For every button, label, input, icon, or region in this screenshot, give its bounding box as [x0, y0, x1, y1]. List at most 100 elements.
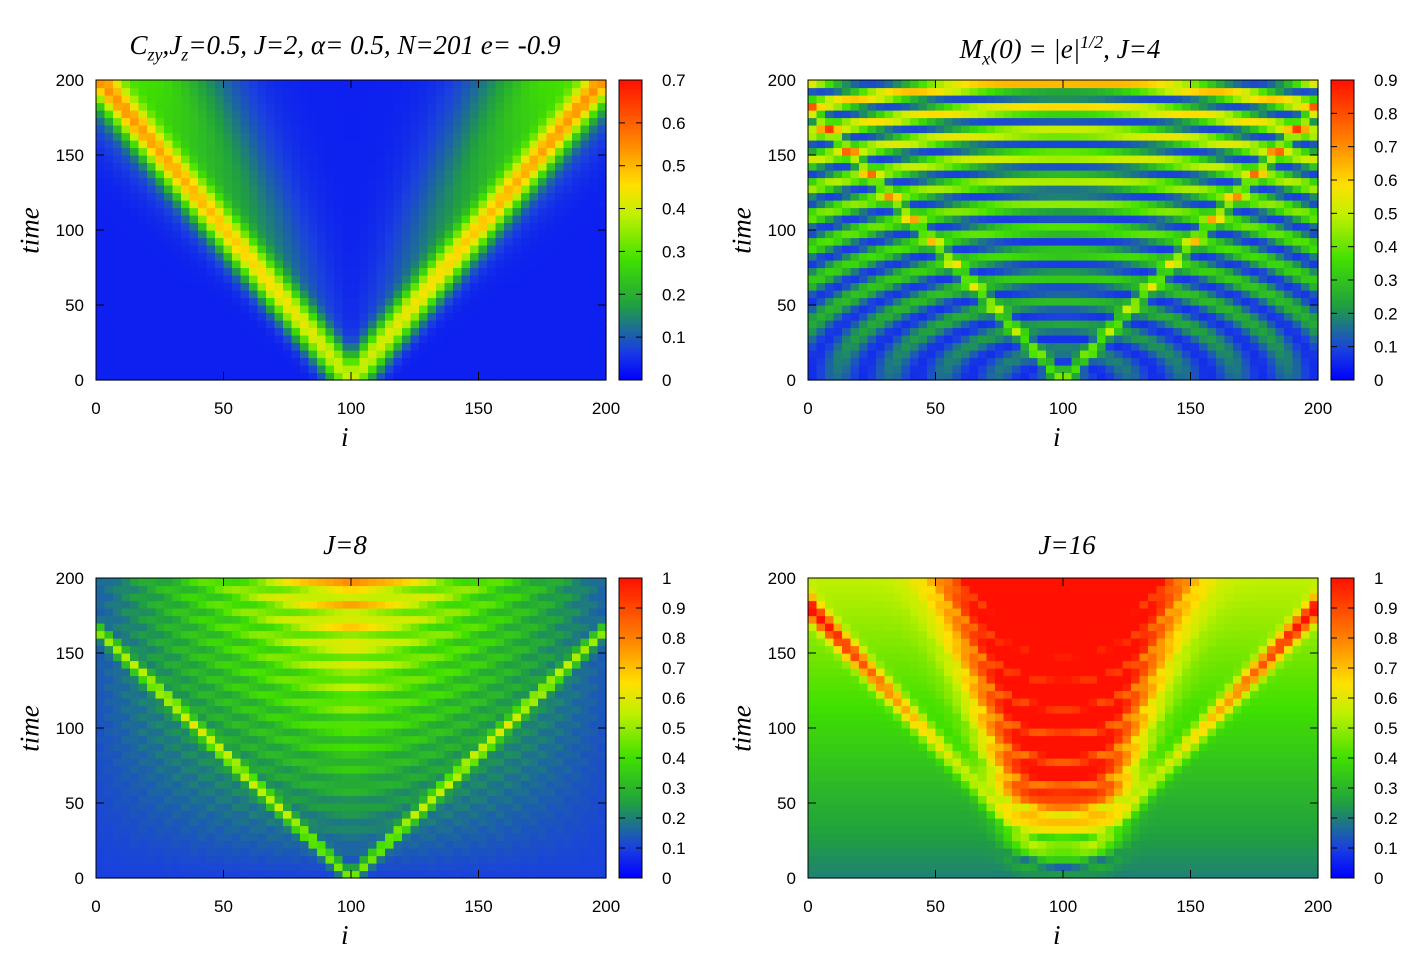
heatmap-cell	[816, 312, 826, 321]
heatmap-cell	[893, 252, 903, 261]
heatmap-cell	[859, 290, 869, 299]
heatmap-cell	[436, 125, 446, 134]
heatmap-cell	[470, 252, 480, 261]
heatmap-cell	[189, 140, 199, 149]
heatmap-cell	[1156, 327, 1166, 336]
heatmap-cell	[96, 773, 106, 782]
heatmap-cell	[918, 357, 928, 366]
heatmap-cell	[1182, 200, 1192, 209]
heatmap-cell	[1020, 110, 1030, 119]
heatmap-cell	[189, 215, 199, 224]
heatmap-cell	[495, 327, 505, 336]
heatmap-cell	[952, 222, 962, 231]
heatmap-cell	[478, 110, 488, 119]
heatmap-cell	[1309, 162, 1319, 171]
heatmap-cell	[351, 237, 361, 246]
heatmap-cell	[1148, 177, 1158, 186]
heatmap-cell	[495, 372, 505, 381]
heatmap-cell	[96, 623, 106, 632]
heatmap-cell	[1216, 155, 1226, 164]
heatmap-cell	[359, 335, 369, 344]
heatmap-cell	[825, 237, 835, 246]
heatmap-cell	[96, 855, 106, 864]
heatmap-cell	[580, 230, 590, 239]
heatmap-cell	[104, 155, 114, 164]
heatmap-cell	[1131, 327, 1141, 336]
heatmap-cell	[436, 342, 446, 351]
heatmap-cell	[1258, 125, 1268, 134]
heatmap-cell	[1224, 350, 1234, 359]
heatmap-cell	[1190, 282, 1200, 291]
heatmap-cell	[215, 102, 225, 111]
heatmap-cell	[512, 125, 522, 134]
heatmap-cell	[402, 282, 412, 291]
heatmap-cell	[1309, 132, 1319, 141]
heatmap-cell	[215, 350, 225, 359]
heatmap-cell	[589, 185, 599, 194]
heatmap-cell	[1003, 200, 1013, 209]
heatmap-cell	[1309, 215, 1319, 224]
heatmap-cell	[910, 207, 920, 216]
heatmap-cell	[910, 305, 920, 314]
heatmap-cell	[572, 117, 582, 126]
heatmap-cell	[453, 170, 463, 179]
heatmap-cell	[495, 222, 505, 231]
heatmap-cell	[283, 170, 293, 179]
heatmap-cell	[918, 170, 928, 179]
heatmap-cell	[240, 350, 250, 359]
heatmap-cell	[1258, 372, 1268, 381]
heatmap-cell	[342, 117, 352, 126]
heatmap-cell	[597, 117, 607, 126]
heatmap-cell	[427, 117, 437, 126]
heatmap-cell	[850, 342, 860, 351]
heatmap-cell	[589, 267, 599, 276]
heatmap-cell	[308, 350, 318, 359]
heatmap-cell	[893, 147, 903, 156]
heatmap-cell	[918, 80, 928, 89]
heatmap-cell	[1020, 192, 1030, 201]
heatmap-cell	[376, 125, 386, 134]
heatmap-cell	[121, 252, 131, 261]
heatmap-cell	[427, 275, 437, 284]
heatmap-cell	[223, 282, 233, 291]
heatmap-cell	[816, 260, 826, 269]
heatmap-cell	[504, 320, 514, 329]
heatmap-cell	[155, 162, 165, 171]
heatmap-cell	[1063, 125, 1073, 134]
heatmap-cell	[453, 327, 463, 336]
heatmap-cell	[470, 357, 480, 366]
heatmap-cell	[402, 222, 412, 231]
heatmap-cell	[825, 365, 835, 374]
heatmap-cell	[1054, 252, 1064, 261]
heatmap-cell	[300, 252, 310, 261]
heatmap-cell	[529, 290, 539, 299]
heatmap-cell	[274, 162, 284, 171]
heatmap-cell	[521, 275, 531, 284]
heatmap-cell	[96, 765, 106, 774]
heatmap-cell	[300, 267, 310, 276]
heatmap-cell	[164, 87, 174, 96]
heatmap-cell	[317, 110, 327, 119]
heatmap-cell	[1241, 192, 1251, 201]
heatmap-cell	[1122, 320, 1132, 329]
heatmap-cell	[978, 95, 988, 104]
heatmap-cell	[359, 117, 369, 126]
heatmap-cell	[850, 95, 860, 104]
heatmap-cell	[986, 297, 996, 306]
heatmap-cell	[427, 147, 437, 156]
heatmap-cell	[944, 95, 954, 104]
heatmap-cell	[215, 117, 225, 126]
heatmap-cell	[121, 267, 131, 276]
heatmap-cell	[546, 290, 556, 299]
heatmap-cell	[257, 365, 267, 374]
heatmap-cell	[96, 803, 106, 812]
heatmap-cell	[893, 320, 903, 329]
heatmap-cell	[1267, 177, 1277, 186]
heatmap-cell	[104, 327, 114, 336]
heatmap-cell	[104, 267, 114, 276]
heatmap-cell	[935, 237, 945, 246]
heatmap-cell	[1071, 275, 1081, 284]
heatmap-cell	[1165, 192, 1175, 201]
heatmap-cell	[130, 140, 140, 149]
heatmap-cell	[113, 222, 123, 231]
